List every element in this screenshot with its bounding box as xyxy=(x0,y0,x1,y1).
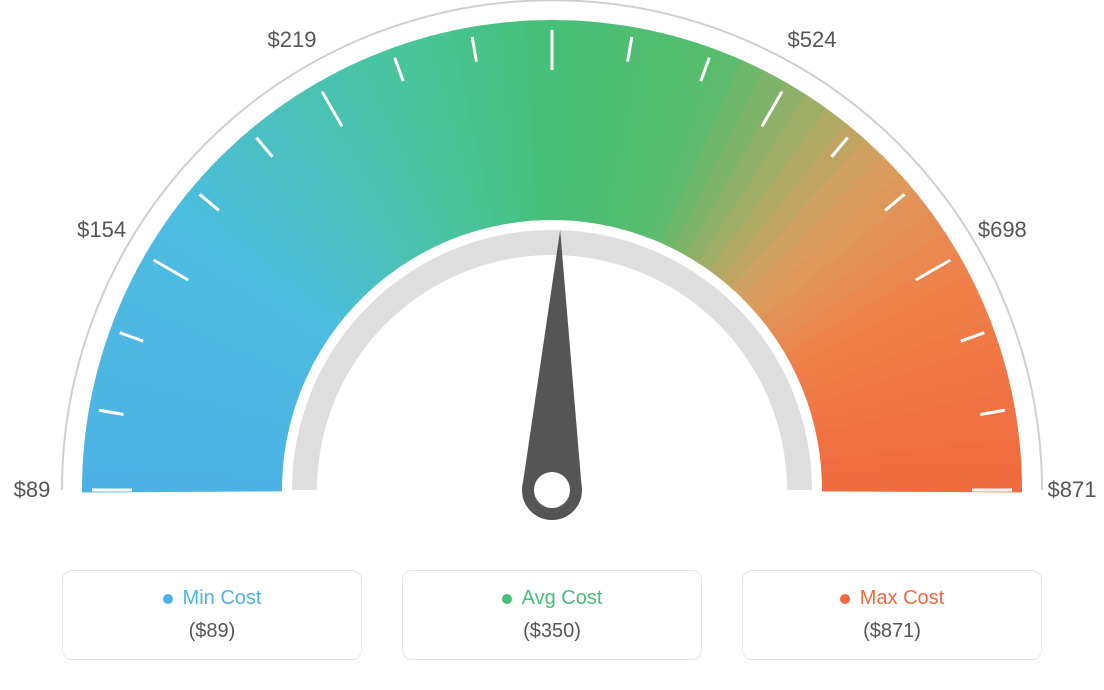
dot-icon xyxy=(840,594,850,604)
gauge-tick-label: $698 xyxy=(978,217,1027,243)
legend-card-avg: Avg Cost ($350) xyxy=(402,570,702,660)
legend-label: Min Cost xyxy=(183,587,262,610)
dot-icon xyxy=(163,594,173,604)
dot-icon xyxy=(502,594,512,604)
cost-gauge-chart: $89$154$219$350$524$698$871 xyxy=(0,0,1104,560)
legend-value: ($871) xyxy=(863,620,921,643)
legend-title-max: Max Cost xyxy=(840,587,944,610)
gauge-tick-label: $219 xyxy=(268,27,317,53)
legend-title-min: Min Cost xyxy=(163,587,262,610)
legend-card-max: Max Cost ($871) xyxy=(742,570,1042,660)
legend-value: ($89) xyxy=(189,620,236,643)
gauge-svg xyxy=(0,0,1104,560)
legend-row: Min Cost ($89) Avg Cost ($350) Max Cost … xyxy=(0,570,1104,660)
gauge-tick-label: $89 xyxy=(14,477,51,503)
legend-label: Max Cost xyxy=(860,587,944,610)
gauge-tick-label: $524 xyxy=(788,27,837,53)
legend-label: Avg Cost xyxy=(522,587,603,610)
gauge-tick-label: $871 xyxy=(1048,477,1097,503)
legend-card-min: Min Cost ($89) xyxy=(62,570,362,660)
gauge-tick-label: $154 xyxy=(77,217,126,243)
legend-title-avg: Avg Cost xyxy=(502,587,603,610)
legend-value: ($350) xyxy=(523,620,581,643)
